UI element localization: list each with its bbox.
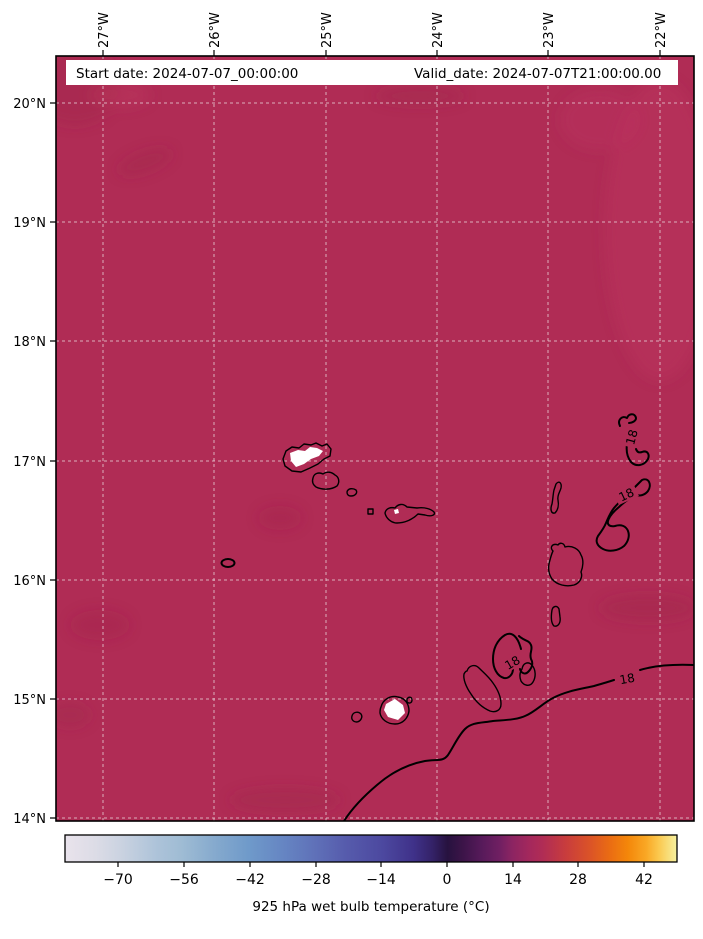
island-maio bbox=[519, 662, 536, 686]
contour-small-oval bbox=[220, 558, 236, 568]
islet-northeast-of-fogo bbox=[406, 696, 413, 704]
island-santa-luzia bbox=[346, 487, 358, 497]
temperature-field bbox=[56, 56, 694, 821]
contour-label-18: 18 bbox=[618, 671, 635, 687]
islet-raso bbox=[367, 508, 374, 515]
start-date-text: Start date: 2024-07-07_00:00:00 bbox=[76, 66, 298, 82]
cbar-tick--14: −14 bbox=[366, 872, 396, 888]
contour-label-gap bbox=[498, 649, 526, 674]
cbar-tick--42: −42 bbox=[235, 872, 265, 888]
island-fogo-masked-terrain bbox=[384, 699, 405, 720]
contour-label-18: 18 bbox=[502, 653, 522, 673]
colorbar-tickmarks bbox=[117, 862, 645, 867]
cbar-tick-0: 0 bbox=[443, 872, 452, 888]
latitude-axis: 20°N 19°N 18°N 17°N 16°N 15°N 14°N bbox=[13, 97, 56, 827]
lon-tick-27w: 27°W bbox=[97, 12, 112, 48]
longitude-axis: 27°W 26°W 25°W 24°W 23°W 22°W bbox=[97, 12, 669, 56]
cbar-tick--56: −56 bbox=[169, 872, 199, 888]
contour-long-east-segment bbox=[639, 663, 694, 671]
contour-labels: 18 18 18 18 bbox=[498, 425, 641, 687]
lat-tick-17n: 17°N bbox=[13, 455, 46, 470]
cbar-tick-28: 28 bbox=[569, 872, 587, 888]
contour-northeast-lower bbox=[625, 443, 650, 467]
lon-tick-22w: 22°W bbox=[654, 12, 669, 48]
lon-tick-23w: 23°W bbox=[542, 12, 557, 48]
lon-tick-25w: 25°W bbox=[320, 12, 335, 48]
date-banner bbox=[66, 60, 678, 85]
lat-tick-18n: 18°N bbox=[13, 335, 46, 350]
island-brava bbox=[351, 711, 363, 723]
cbar-tick-14: 14 bbox=[504, 872, 522, 888]
field-variation-patches bbox=[56, 56, 694, 812]
graticule-gridlines bbox=[56, 56, 694, 821]
cbar-tick--28: −28 bbox=[301, 872, 331, 888]
lon-tick-26w: 26°W bbox=[208, 12, 223, 48]
map-canvas: 18 18 18 18 Start date: 2024-07-07_00:00… bbox=[56, 56, 694, 821]
island-fogo bbox=[379, 695, 410, 725]
lat-tick-19n: 19°N bbox=[13, 216, 46, 231]
coastlines bbox=[282, 442, 584, 725]
lat-tick-20n: 20°N bbox=[13, 97, 46, 112]
contour-label-gap bbox=[612, 482, 639, 505]
colorbar: −70 −56 −42 −28 −14 0 14 28 42 925 hPa w… bbox=[64, 834, 678, 915]
lon-tick-24w: 24°W bbox=[431, 12, 446, 48]
colorbar-label: 925 hPa wet bulb temperature (°C) bbox=[252, 899, 489, 915]
valid-date-text: Valid_date: 2024-07-07T21:00:00.00 bbox=[414, 66, 661, 82]
island-boa-vista bbox=[547, 542, 584, 587]
island-sao-vicente bbox=[311, 471, 340, 490]
lat-tick-15n: 15°N bbox=[13, 693, 46, 708]
contour-label-18: 18 bbox=[623, 428, 640, 446]
contour-label-18: 18 bbox=[617, 485, 637, 504]
contour-label-gap bbox=[620, 425, 641, 449]
lat-tick-14n: 14°N bbox=[13, 812, 46, 827]
island-santo-antao bbox=[282, 442, 332, 473]
lat-tick-16n: 16°N bbox=[13, 574, 46, 589]
contour-northeast-upper bbox=[618, 413, 637, 427]
island-sao-nicolau-masked-terrain bbox=[394, 509, 399, 514]
cbar-tick--70: −70 bbox=[103, 872, 133, 888]
colorbar-bar bbox=[65, 835, 677, 862]
contour-label-gap bbox=[613, 668, 641, 687]
contour-maio-loop bbox=[492, 632, 522, 680]
island-sal bbox=[550, 481, 562, 514]
map-border bbox=[55, 55, 695, 822]
island-santiago bbox=[463, 664, 502, 713]
contour-long-west-segment bbox=[343, 679, 615, 821]
cbar-tick-42: 42 bbox=[635, 872, 653, 888]
contour-maio-tail bbox=[518, 635, 534, 675]
island-sao-nicolau bbox=[384, 503, 436, 524]
island-santo-antao-masked-terrain bbox=[290, 447, 323, 467]
islet-south-of-boa-vista bbox=[550, 605, 561, 627]
colorbar-border bbox=[64, 834, 678, 863]
